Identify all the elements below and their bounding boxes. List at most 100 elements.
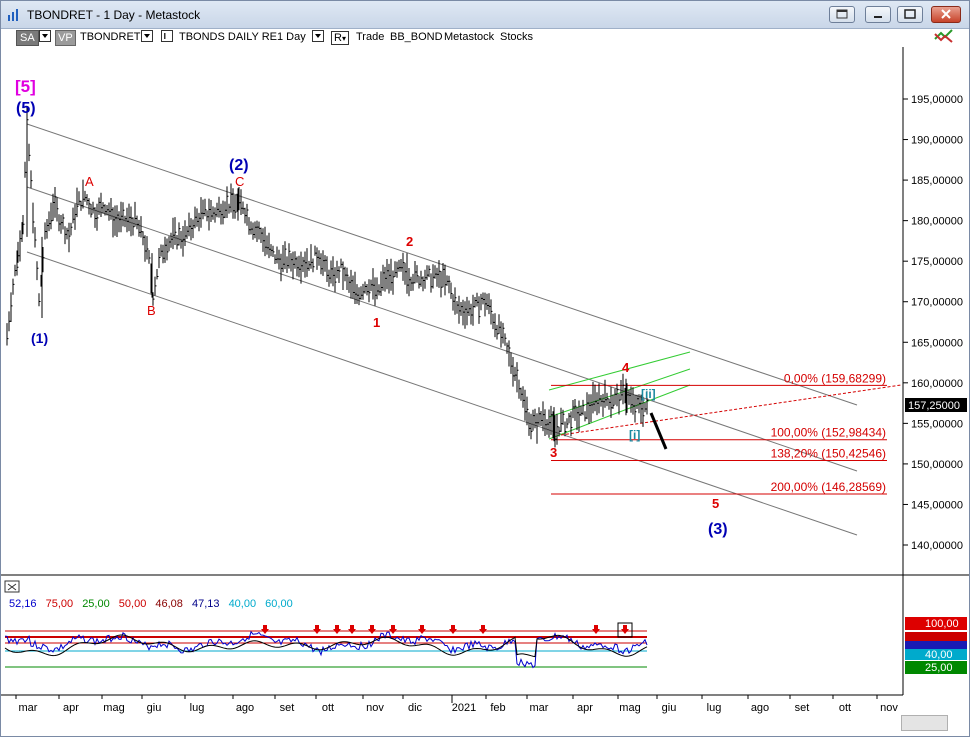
x-tick-label: apr [63,702,79,714]
x-tick-label: nov [366,702,384,714]
minimize-button[interactable] [865,6,891,23]
wave-label-b: B [147,303,156,318]
wave-label-5-bracket: [5] [15,77,36,96]
indicator-values: 52,16 75,00 25,00 50,00 46,08 47,13 40,0… [9,598,299,610]
ind-val-4: 46,08 [155,598,183,610]
fib-label: 200,00% (146,28569) [771,480,886,494]
signal-arrow-icon [479,625,487,634]
y-tick-label: 180,00000 [911,216,963,228]
ind-axis-25-bg [905,661,967,674]
symbol-field[interactable]: TBONDRET [80,31,141,43]
x-tick-label: ago [236,702,254,714]
fibonacci-levels: 0,00% (159,68299) 100,00% (152,98434) 138,… [551,371,887,495]
signal-arrow-icon [348,625,356,634]
bb-bond-menu[interactable]: BB_BOND [390,31,443,43]
y-tick-label: 145,00000 [911,499,963,511]
security-name: TBONDS DAILY RE [179,31,278,43]
ind-val-7: 60,00 [265,598,293,610]
signal-arrow-icon [592,625,600,634]
signal-arrow-icon [261,625,269,634]
y-tick-label: 195,00000 [911,94,963,106]
dialog-icon [836,9,848,19]
indicator-line-blue [4,630,648,669]
red-dotted-trendline [560,384,902,436]
x-tick-label: nov [880,702,898,714]
channel-lower-line [26,251,858,536]
signal-arrows [261,625,629,634]
signal-arrow-icon [621,625,629,634]
channel-upper-line [26,123,858,406]
x-tick-label: set [795,702,810,714]
vp-button[interactable]: VP [55,30,76,46]
sa-dropdown[interactable] [39,30,51,46]
wave-label-3: (3) [708,521,728,538]
trend-arrows-icon [934,29,953,43]
x-axis-ticks [15,695,878,703]
ind-val-2: 25,00 [82,598,110,610]
security-icon-box[interactable] [161,30,173,46]
x-tick-label: apr [577,702,593,714]
maximize-button[interactable] [897,6,923,23]
price-chart[interactable]: 195,00000190,00000185,00000180,00000175,… [1,47,969,737]
ind-axis-red-band [905,632,967,641]
chevron-down-icon [39,30,51,43]
app-icon [8,9,18,21]
x-tick-label: mar [530,702,549,714]
horizontal-scrollbar[interactable] [901,715,948,731]
x-axis-labels: mar apr mag giu lug ago set ott nov dic 2021 feb mar… [19,702,899,714]
minimize-icon [874,16,882,18]
wave-label-minor-1: 1 [373,315,380,330]
wave-label-5: (5) [16,100,36,117]
ind-axis-40-bg [905,649,967,660]
wave-label-a: A [85,174,94,189]
ind-axis-100-bg [905,617,967,630]
wave-labels: [5] (5) (1) A B (2) C 1 2 3 4 [ii] [i] 5… [15,77,728,538]
indicator-close-icon [7,583,17,591]
stocks-menu[interactable]: Stocks [500,31,534,43]
y-tick-label: 175,00000 [911,256,963,268]
ind-val-6: 40,00 [228,598,257,610]
sa-button[interactable]: SA [16,30,39,46]
wave-label-minor-3: 3 [550,445,557,460]
period-dropdown[interactable] [312,30,324,46]
ind-axis-40: 40,00 [925,649,953,661]
sa-label: SA [20,32,35,44]
chart-options-button[interactable] [933,27,955,43]
x-tick-label: 2021 [452,702,476,714]
channel-mid-line [26,186,858,472]
ind-val-3: 50,00 [118,598,147,610]
wave-label-c: C [235,174,244,189]
trade-menu[interactable]: Trade [356,31,385,43]
signal-highlight-box [617,622,633,638]
ind-val-1: 75,00 [45,598,74,610]
fib-label: 138,20% (150,42546) [771,446,886,460]
x-tick-label: feb [490,702,505,714]
y-tick-label: 155,00000 [911,418,963,430]
x-tick-label: mag [619,702,640,714]
close-button[interactable] [931,6,961,23]
maximize-icon [904,9,916,19]
r-dropdown[interactable]: R▾ [331,31,349,45]
chart-toolbar: SA VP TBONDRET TBONDS DAILY RE 1 Day R▾ … [1,29,969,47]
x-tick-label: lug [707,702,722,714]
elliott-channel [26,123,858,536]
title-bar[interactable]: TBONDRET - 1 Day - Metastock [1,1,969,29]
restore-dialog-button[interactable] [829,6,855,23]
metastock-menu[interactable]: Metastock [444,31,495,43]
y-tick-label: 160,00000 [911,378,963,390]
projection-arrow-icon [649,412,668,450]
signal-arrow-icon [333,625,341,634]
close-icon [941,9,951,19]
indicator-panel: 100,00 40,00 25,00 [4,580,967,674]
period-field[interactable]: 1 Day [277,31,306,43]
y-tick-label: 170,00000 [911,297,963,309]
symbol-dropdown[interactable] [141,30,153,46]
signal-arrow-icon [389,625,397,634]
wave-label-minor-4: 4 [622,360,630,375]
green-channel-upper [548,351,691,391]
x-tick-label: ott [322,702,334,714]
chevron-down-icon: ▾ [341,34,346,43]
wave-label-ii: [ii] [641,387,656,401]
wave-label-minor-2: 2 [406,234,413,249]
y-tick-label: 150,00000 [911,459,963,471]
